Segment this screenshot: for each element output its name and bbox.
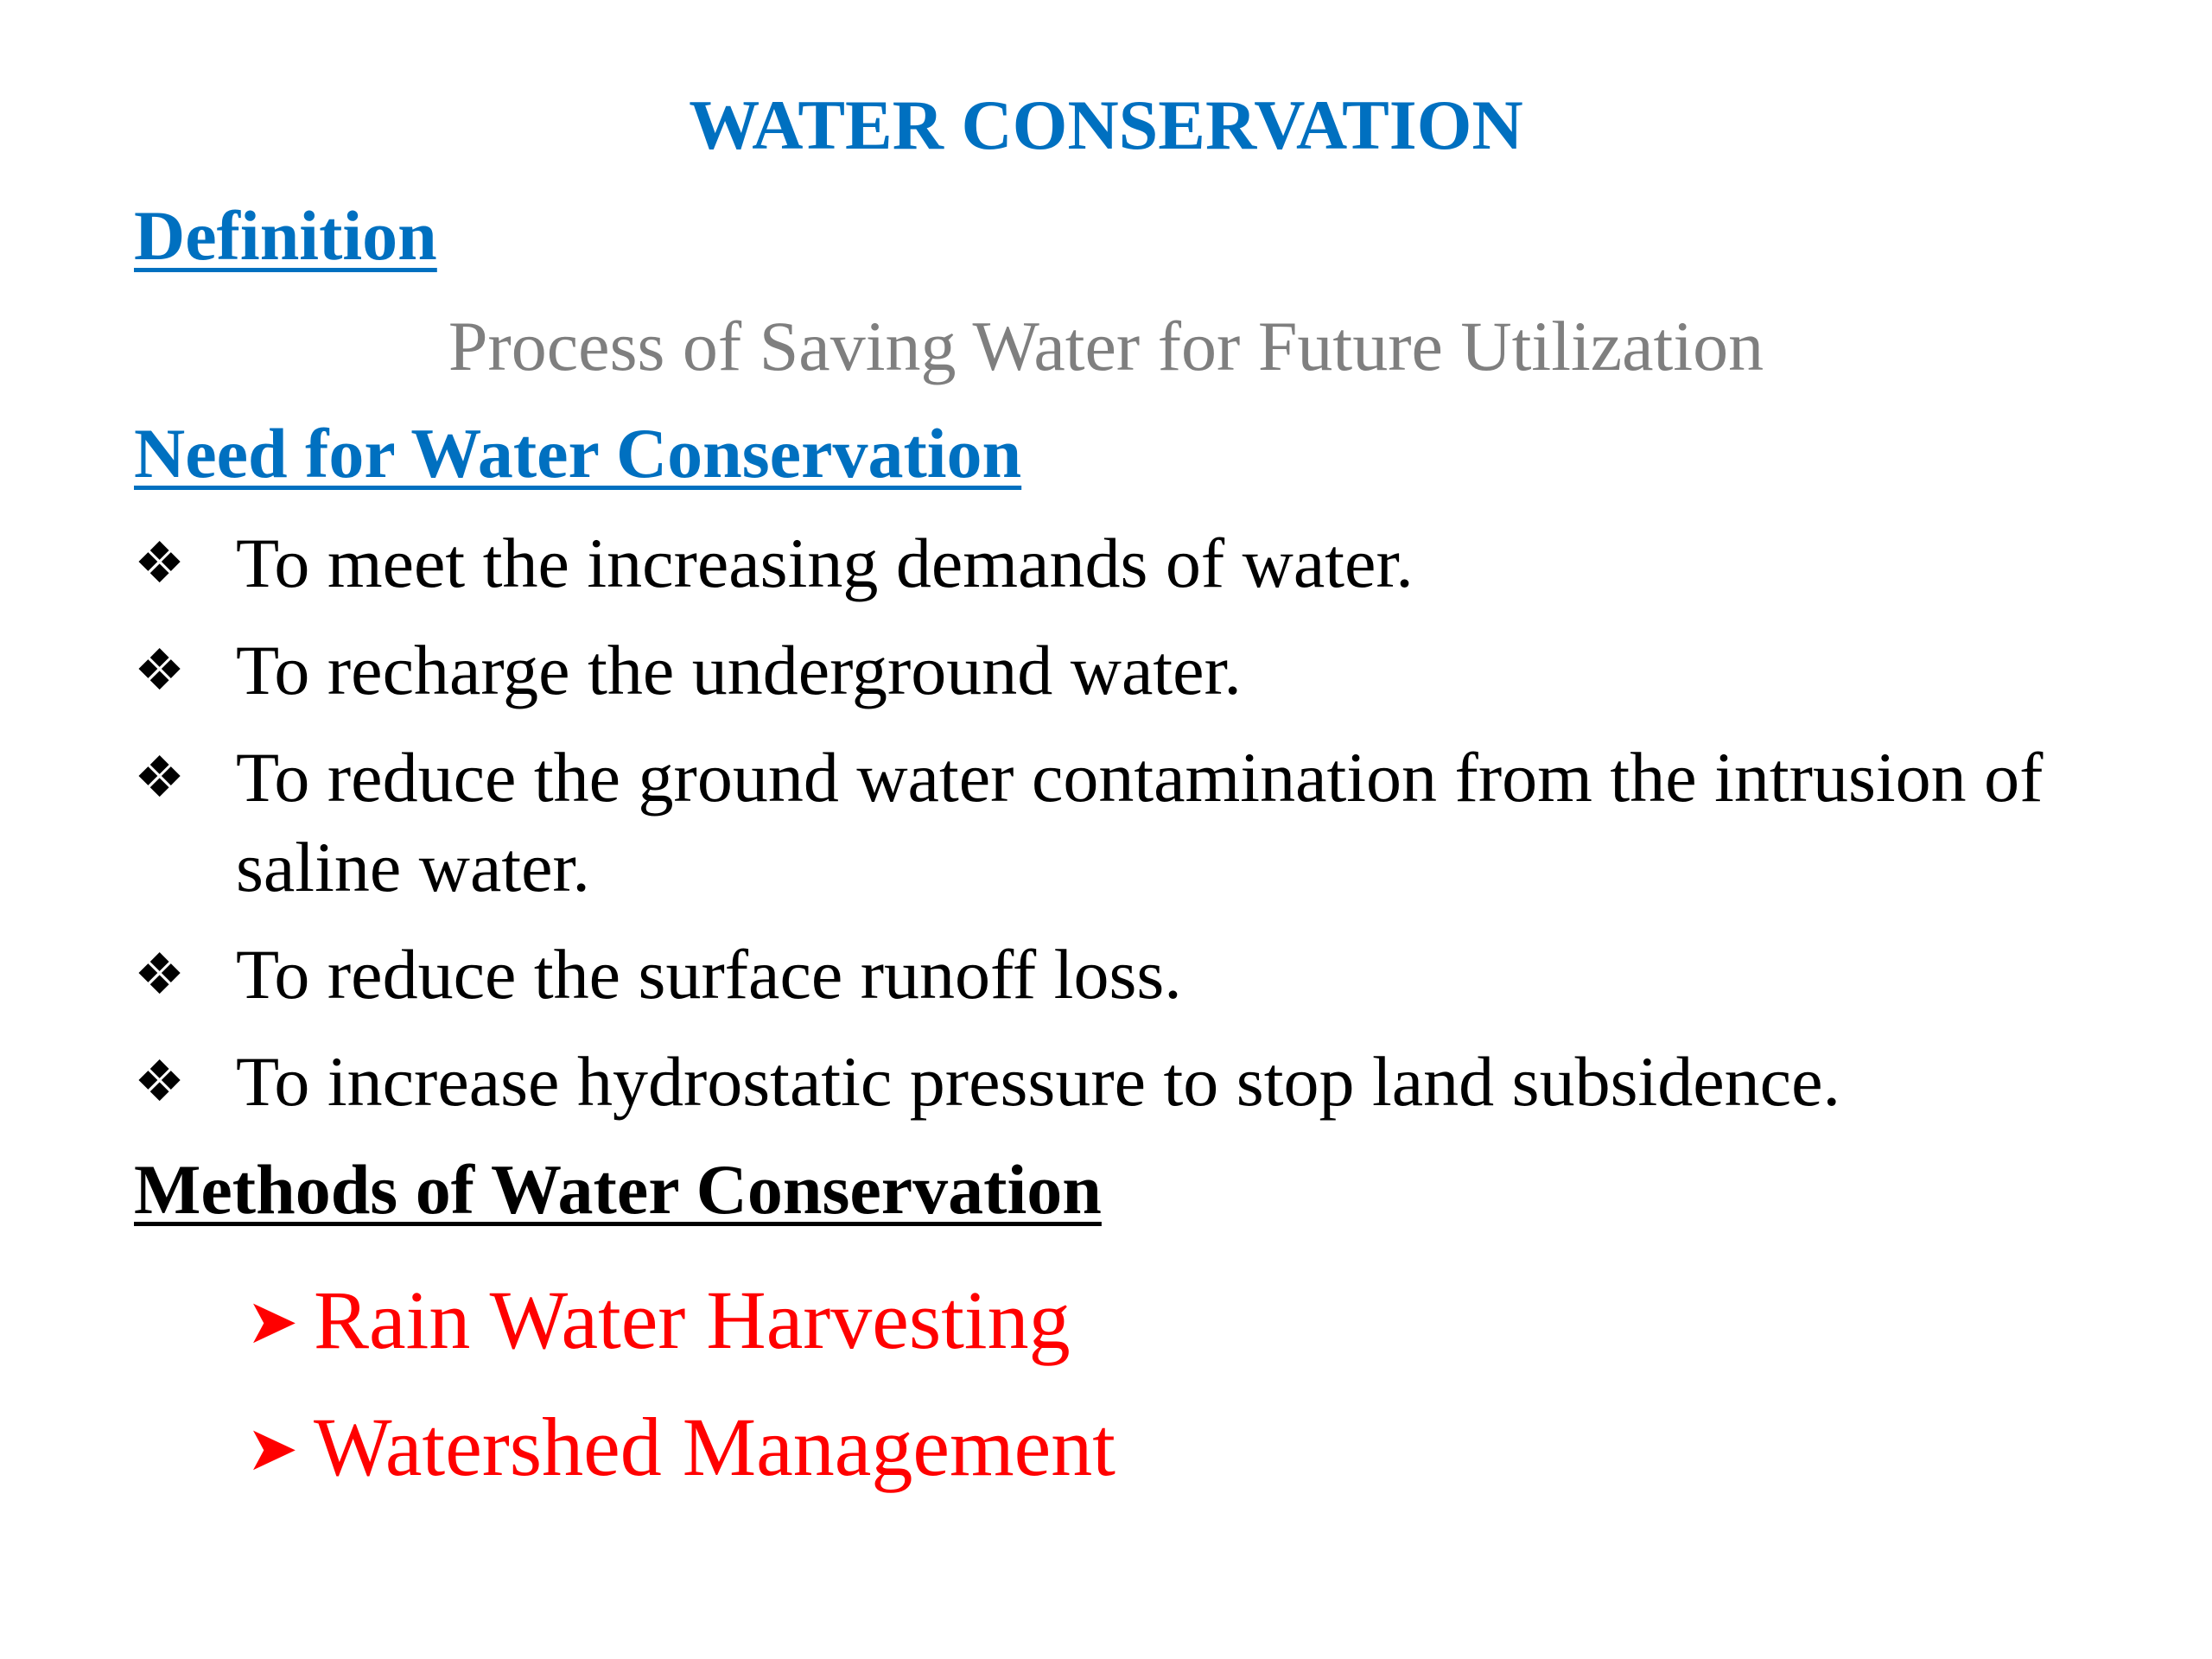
list-item-text: To recharge the underground water. [236, 631, 1242, 709]
slide-title: WATER CONSERVATION [689, 86, 1523, 164]
list-item: ➤ Watershed Management [246, 1384, 1116, 1511]
list-item-text: Rain Water Harvesting [314, 1274, 1071, 1366]
four-diamond-bullet-icon: ❖ [134, 530, 186, 596]
four-diamond-bullet-icon: ❖ [134, 1048, 186, 1115]
list-item-text: To meet the increasing demands of water. [236, 524, 1414, 602]
four-diamond-bullet-icon: ❖ [134, 744, 186, 810]
list-item: ➤ Rain Water Harvesting [246, 1257, 1116, 1384]
arrowhead-bullet-icon: ➤ [246, 1285, 299, 1357]
list-item: ❖ To recharge the underground water. [134, 626, 2121, 715]
list-item: ❖ To increase hydrostatic pressure to st… [134, 1037, 2121, 1127]
need-heading: Need for Water Conservation [134, 414, 1022, 493]
list-item: ❖ To meet the increasing demands of wate… [134, 518, 2121, 608]
methods-list: ➤ Rain Water Harvesting ➤ Watershed Manage… [246, 1257, 1116, 1511]
need-list: ❖ To meet the increasing demands of wate… [134, 518, 2121, 1144]
list-item: ❖ To reduce the surface runoff loss. [134, 930, 2121, 1020]
methods-heading: Methods of Water Conservation [134, 1150, 1102, 1229]
list-item-text: Watershed Management [314, 1401, 1116, 1493]
list-item: ❖ To reduce the ground water contaminati… [134, 733, 2121, 912]
four-diamond-bullet-icon: ❖ [134, 637, 186, 703]
list-item-text: To reduce the ground water contamination… [236, 738, 2044, 906]
definition-heading: Definition [134, 196, 437, 275]
four-diamond-bullet-icon: ❖ [134, 941, 186, 1007]
list-item-text: To increase hydrostatic pressure to stop… [236, 1042, 1840, 1121]
arrowhead-bullet-icon: ➤ [246, 1412, 299, 1484]
list-item-text: To reduce the surface runoff loss. [236, 935, 1182, 1014]
definition-text: Process of Saving Water for Future Utili… [448, 307, 1764, 385]
